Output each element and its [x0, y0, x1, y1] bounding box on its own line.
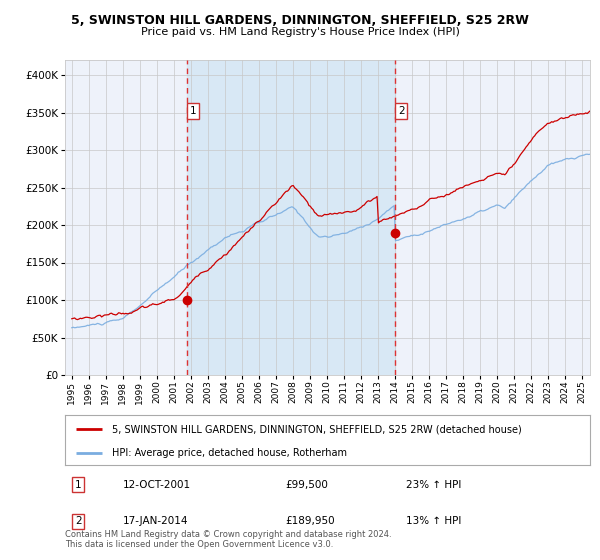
Text: £189,950: £189,950 [286, 516, 335, 526]
Text: 23% ↑ HPI: 23% ↑ HPI [406, 479, 461, 489]
Text: 13% ↑ HPI: 13% ↑ HPI [406, 516, 461, 526]
Text: 1: 1 [75, 479, 82, 489]
Bar [187, 60, 395, 375]
Text: 17-JAN-2014: 17-JAN-2014 [123, 516, 188, 526]
Text: 2: 2 [75, 516, 82, 526]
Text: 1: 1 [190, 106, 196, 116]
Text: 5, SWINSTON HILL GARDENS, DINNINGTON, SHEFFIELD, S25 2RW (detached house): 5, SWINSTON HILL GARDENS, DINNINGTON, SH… [112, 424, 522, 434]
Text: 2: 2 [398, 106, 404, 116]
Text: £99,500: £99,500 [286, 479, 328, 489]
Text: Price paid vs. HM Land Registry's House Price Index (HPI): Price paid vs. HM Land Registry's House … [140, 27, 460, 37]
Text: 5, SWINSTON HILL GARDENS, DINNINGTON, SHEFFIELD, S25 2RW: 5, SWINSTON HILL GARDENS, DINNINGTON, SH… [71, 14, 529, 27]
Text: 12-OCT-2001: 12-OCT-2001 [123, 479, 191, 489]
Text: Contains HM Land Registry data © Crown copyright and database right 2024.
This d: Contains HM Land Registry data © Crown c… [65, 530, 392, 549]
Text: HPI: Average price, detached house, Rotherham: HPI: Average price, detached house, Roth… [112, 447, 347, 458]
